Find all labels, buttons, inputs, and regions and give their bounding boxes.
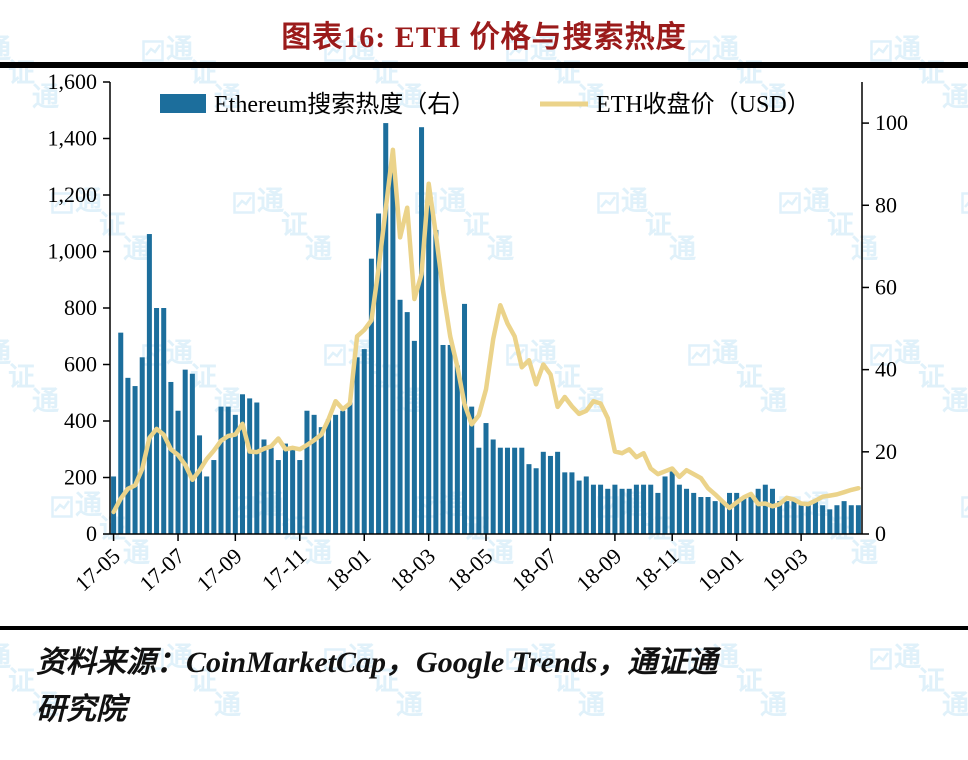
svg-text:800: 800 (64, 295, 97, 320)
svg-text:1,000: 1,000 (48, 239, 98, 264)
eth-price-line (111, 147, 861, 515)
svg-text:40: 40 (875, 357, 897, 382)
svg-text:17-07: 17-07 (135, 543, 190, 596)
svg-text:18-01: 18-01 (321, 543, 376, 596)
source-divider (0, 626, 968, 630)
svg-text:0: 0 (86, 521, 97, 546)
legend-label-eth-price: ETH收盘价（USD） (596, 91, 811, 118)
svg-text:19-03: 19-03 (758, 543, 813, 596)
svg-text:17-05: 17-05 (70, 543, 125, 596)
x-axis: 17-05 17-07 17-09 17-11 18-01 18-03 18-05 18-07… (70, 534, 812, 596)
svg-text:1,600: 1,600 (48, 69, 98, 94)
svg-text:1,200: 1,200 (48, 182, 98, 207)
svg-text:18-03: 18-03 (385, 543, 440, 596)
legend-bar-swatch (160, 94, 206, 113)
svg-text:400: 400 (64, 408, 97, 433)
svg-text:60: 60 (875, 274, 897, 299)
legend: Ethereum搜索热度（右） ETH收盘价（USD） (160, 91, 811, 118)
eth-chart-svg: 0 200 400 600 800 1,000 1,200 1,400 1,600 0 20 40 60… (48, 69, 909, 596)
search-heat-bars (111, 123, 861, 535)
svg-text:200: 200 (64, 465, 97, 490)
svg-text:100: 100 (875, 110, 908, 135)
svg-text:18-05: 18-05 (442, 543, 497, 596)
svg-text:18-07: 18-07 (507, 543, 562, 596)
figure-title: 图表16: ETH 价格与搜索热度 (281, 21, 687, 54)
title-divider (0, 62, 968, 68)
svg-text:1,400: 1,400 (48, 126, 98, 151)
y-axis-left: 0 200 400 600 800 1,000 1,200 1,400 1,600 (48, 69, 110, 546)
svg-text:17-11: 17-11 (257, 543, 311, 595)
eth-chart: 0 200 400 600 800 1,000 1,200 1,400 1,600 0 20 40 60… (0, 68, 968, 626)
y-axis-right: 0 20 40 60 80 100 (862, 110, 908, 546)
svg-text:20: 20 (875, 439, 897, 464)
svg-text:0: 0 (875, 521, 886, 546)
source-line-1: 资料来源：CoinMarketCap，Google Trends，通证通 (36, 646, 718, 679)
svg-text:18-11: 18-11 (629, 543, 683, 595)
source-note: 资料来源：CoinMarketCap，Google Trends，通证通 研究院 (36, 640, 968, 733)
legend-label-search-heat: Ethereum搜索热度（右） (214, 91, 475, 118)
svg-text:600: 600 (64, 352, 97, 377)
source-line-2: 研究院 (36, 692, 126, 726)
svg-text:17-09: 17-09 (192, 543, 247, 596)
svg-text:18-09: 18-09 (571, 543, 626, 596)
svg-text:19-01: 19-01 (693, 543, 748, 596)
svg-text:80: 80 (875, 192, 897, 217)
